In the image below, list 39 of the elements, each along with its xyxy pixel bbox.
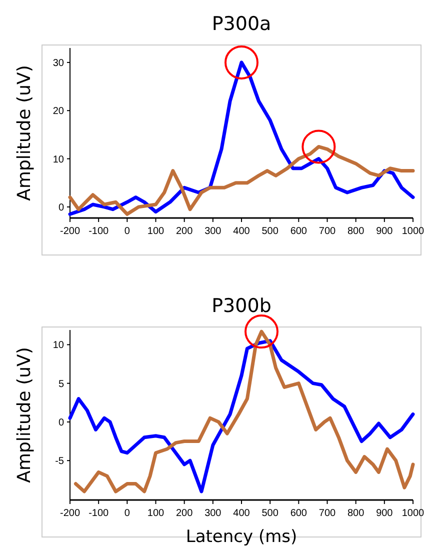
x-tick-label: 0 xyxy=(124,508,130,519)
y-tick-label: 0 xyxy=(58,417,64,428)
x-tick-label: 400 xyxy=(233,226,250,237)
x-tick-label: 300 xyxy=(204,226,222,237)
x-tick-label: 100 xyxy=(147,226,165,237)
chart-title: P300a xyxy=(212,13,272,35)
y-tick-label: 30 xyxy=(52,58,64,69)
x-tick-label: 1000 xyxy=(402,508,425,519)
x-tick-label: -200 xyxy=(60,508,80,519)
x-tick-label: -100 xyxy=(88,508,110,519)
y-tick-label: 0 xyxy=(58,202,64,214)
y-tick-label: 10 xyxy=(52,340,64,352)
y-tick-label: 10 xyxy=(52,154,64,166)
chart-title: P300b xyxy=(212,295,272,317)
x-tick-label: 200 xyxy=(176,226,194,237)
x-tick-label: 900 xyxy=(376,226,394,237)
x-tick-label: 800 xyxy=(347,508,365,519)
y-axis-title: Amplitude (uV) xyxy=(14,347,35,483)
x-tick-label: 900 xyxy=(376,508,394,519)
y-tick-label: 20 xyxy=(52,106,64,118)
x-tick-label: -100 xyxy=(88,226,110,237)
x-tick-label: 400 xyxy=(233,508,250,519)
x-tick-label: 700 xyxy=(318,226,336,237)
x-tick-label: 0 xyxy=(124,226,130,237)
y-axis-title: Amplitude (uV) xyxy=(14,65,35,201)
x-tick-label: 500 xyxy=(262,226,279,237)
x-axis-title: Latency (ms) xyxy=(186,527,298,547)
x-tick-label: 800 xyxy=(347,226,365,237)
x-tick-label: 700 xyxy=(318,508,336,519)
x-tick-label: 1000 xyxy=(402,226,425,237)
x-tick-label: 300 xyxy=(204,508,222,519)
y-tick-label: 5 xyxy=(58,378,64,390)
x-tick-label: 600 xyxy=(290,226,308,237)
x-tick-label: 200 xyxy=(176,508,194,519)
x-tick-label: 100 xyxy=(147,508,165,519)
y-tick-label: -5 xyxy=(55,456,64,468)
x-tick-label: 500 xyxy=(262,508,279,519)
x-tick-label: -200 xyxy=(60,226,80,237)
x-tick-label: 600 xyxy=(290,508,308,519)
